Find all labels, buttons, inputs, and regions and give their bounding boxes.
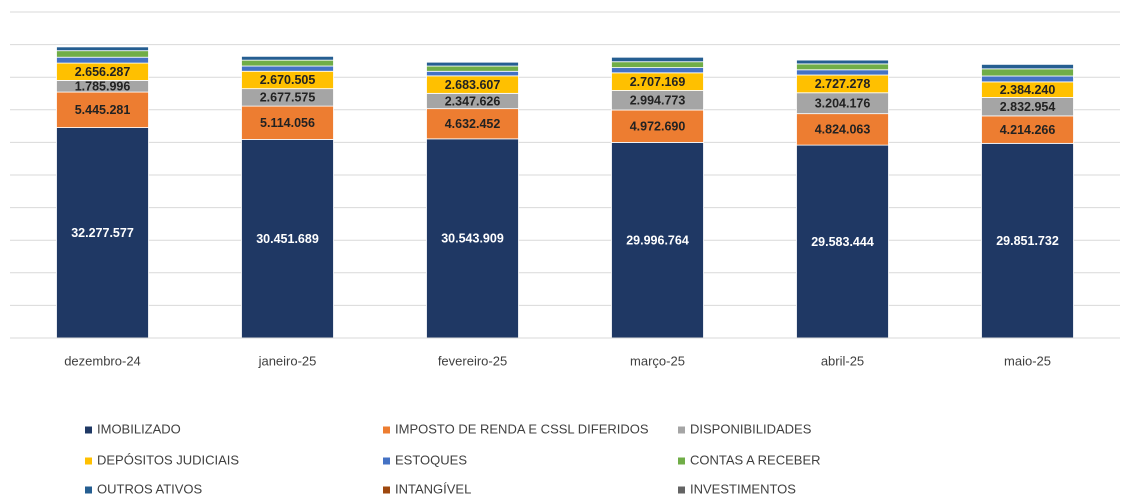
data-label: 2.656.287 [75, 65, 131, 79]
data-label: 29.851.732 [996, 234, 1059, 248]
legend-label: DEPÓSITOS JUDICIAIS [97, 452, 239, 467]
data-label: 2.683.607 [445, 78, 501, 92]
bar-segment [796, 144, 889, 339]
bar-segment [426, 70, 519, 77]
x-tick-label: dezembro-24 [64, 353, 141, 368]
bar-segment [241, 105, 334, 140]
bar-segment [981, 68, 1074, 77]
legend-label: CONTAS A RECEBER [690, 452, 821, 467]
legend-label: ESTOQUES [395, 452, 467, 467]
bar-segment [981, 142, 1074, 339]
data-label: 29.583.444 [811, 235, 874, 249]
legend-label: INTANGÍVEL [395, 481, 471, 496]
bar-segment [611, 109, 704, 143]
legend-label: DISPONIBILIDADES [690, 421, 812, 436]
data-label: 30.543.909 [441, 232, 504, 246]
x-tick-label: janeiro-25 [258, 353, 317, 368]
bar-segment [981, 115, 1074, 144]
data-label: 2.994.773 [630, 94, 686, 108]
data-label: 3.204.176 [815, 97, 871, 111]
data-label: 4.972.690 [630, 120, 686, 134]
legend-swatch [678, 486, 685, 494]
bar-segment [241, 55, 334, 61]
data-label: 2.677.575 [260, 91, 316, 105]
data-label: 30.451.689 [256, 232, 319, 246]
legend-label: OUTROS ATIVOS [97, 481, 203, 496]
bar-segment [56, 46, 149, 52]
data-label: 29.996.764 [626, 234, 689, 248]
bar-segment [611, 142, 704, 339]
bar-segment [981, 75, 1074, 83]
bar-segment [241, 139, 334, 339]
bar-segment [611, 67, 704, 74]
legend-swatch [85, 457, 92, 465]
data-label: 2.707.169 [630, 75, 686, 89]
bar-segment [241, 59, 334, 67]
bar-segment [796, 58, 889, 60]
bar-segment [56, 50, 149, 58]
data-label: 5.445.281 [75, 103, 131, 117]
legend-swatch [678, 457, 685, 465]
data-label: 2.347.626 [445, 94, 501, 108]
data-label: 2.832.954 [1000, 100, 1056, 114]
data-label: 4.824.063 [815, 123, 871, 137]
legend-swatch [85, 486, 92, 494]
bar-segment [56, 45, 149, 47]
bar-segment [611, 61, 704, 69]
data-label: 1.785.996 [75, 80, 131, 94]
bar-segment [56, 91, 149, 128]
bar-segment [796, 59, 889, 65]
legend-swatch [85, 426, 92, 434]
data-label: 2.670.505 [260, 73, 316, 87]
bar-segment [426, 60, 519, 62]
legend-label: IMPOSTO DE RENDA E CSSL DIFERIDOS [395, 421, 649, 436]
data-label: 4.214.266 [1000, 123, 1056, 137]
data-label: 2.384.240 [1000, 83, 1056, 97]
bar-segment [796, 63, 889, 71]
legend-swatch [383, 457, 390, 465]
data-label: 4.632.452 [445, 117, 501, 131]
bar-segment [426, 65, 519, 72]
bar-segment [611, 56, 704, 63]
x-tick-label: março-25 [630, 353, 685, 368]
data-label: 2.727.278 [815, 77, 871, 91]
bar-segment [981, 63, 1074, 70]
bar-segment [56, 56, 149, 64]
data-label: 5.114.056 [260, 116, 315, 130]
bar-segment [426, 138, 519, 339]
legend-label: IMOBILIZADO [97, 421, 181, 436]
bar-segment [611, 55, 704, 57]
legend-label: INVESTIMENTOS [690, 481, 796, 496]
legend-swatch [383, 486, 390, 494]
bar-segment [56, 127, 149, 339]
bar-segment [796, 113, 889, 146]
data-label: 32.277.577 [71, 226, 134, 240]
x-tick-label: fevereiro-25 [438, 353, 507, 368]
legend-swatch [678, 426, 685, 434]
bar-segment [796, 69, 889, 76]
bar-segment [241, 54, 334, 56]
x-tick-label: maio-25 [1004, 353, 1051, 368]
legend-swatch [383, 426, 390, 434]
bar-segment [981, 62, 1074, 65]
bar-segment [426, 61, 519, 67]
bar-segment [241, 65, 334, 72]
x-tick-label: abril-25 [821, 353, 864, 368]
